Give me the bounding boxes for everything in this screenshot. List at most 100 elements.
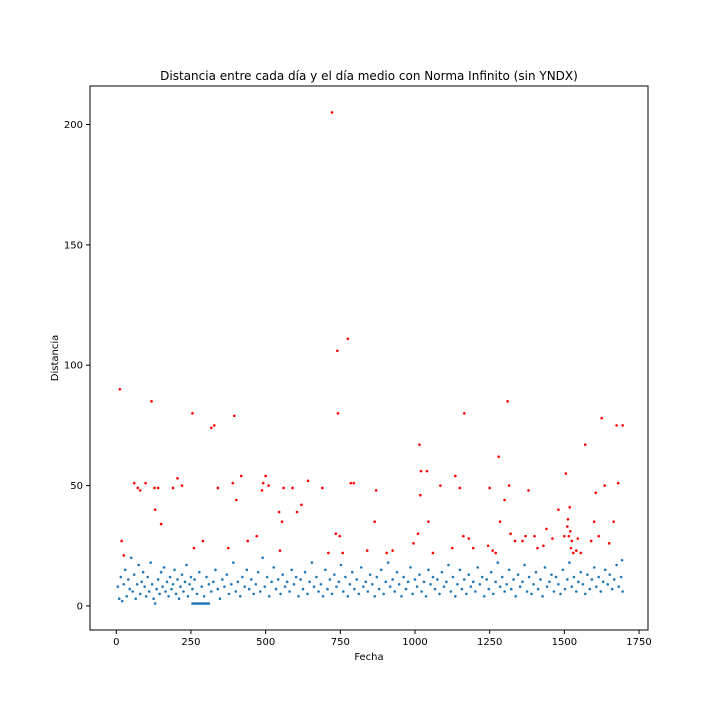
data-point <box>179 585 182 588</box>
data-point <box>303 570 307 574</box>
data-point <box>336 349 339 353</box>
data-point <box>505 582 509 586</box>
data-point <box>348 582 352 586</box>
data-point <box>416 532 420 536</box>
data-point <box>486 544 490 548</box>
data-point <box>182 590 185 593</box>
data-point <box>306 592 309 596</box>
data-point <box>525 590 529 593</box>
data-point <box>438 592 441 596</box>
data-point <box>128 587 132 591</box>
data-point <box>123 568 127 572</box>
data-point <box>272 566 276 569</box>
data-point <box>140 580 143 584</box>
data-point <box>451 575 455 579</box>
data-point <box>297 595 300 598</box>
data-point <box>153 486 156 490</box>
data-point <box>483 595 486 598</box>
data-point <box>137 563 140 567</box>
data-point <box>516 573 520 576</box>
data-point <box>440 570 444 574</box>
data-point <box>550 573 553 576</box>
data-point <box>207 602 211 605</box>
data-point <box>431 575 435 579</box>
data-point <box>168 575 172 579</box>
data-point <box>236 580 240 584</box>
data-point <box>350 570 354 574</box>
data-point <box>337 580 341 584</box>
x-tick-label: 1000 <box>402 637 427 648</box>
data-point <box>419 493 422 497</box>
data-point <box>498 520 502 523</box>
data-point <box>579 551 583 555</box>
data-point <box>207 582 211 586</box>
data-point <box>456 582 459 586</box>
data-point <box>330 111 334 114</box>
data-point <box>406 580 410 584</box>
data-point <box>342 590 345 593</box>
data-point <box>415 585 419 588</box>
data-point <box>278 549 282 552</box>
data-point <box>462 534 465 538</box>
data-point <box>527 575 531 579</box>
data-point <box>267 595 271 598</box>
data-point <box>570 585 574 588</box>
data-point <box>474 590 477 593</box>
chart-title: Distancia entre cada día y el día medio … <box>160 69 578 83</box>
data-point <box>292 582 296 586</box>
plot-area <box>116 111 624 605</box>
data-point <box>327 551 330 555</box>
data-point <box>487 587 491 591</box>
data-point <box>333 573 336 576</box>
data-point <box>498 585 502 588</box>
data-point <box>603 484 606 487</box>
data-point <box>449 590 453 593</box>
data-point <box>122 554 126 557</box>
data-point <box>117 597 121 601</box>
data-point <box>494 551 497 555</box>
data-point <box>597 534 601 538</box>
data-point <box>607 542 611 545</box>
data-point <box>267 484 270 487</box>
data-point <box>159 570 163 574</box>
data-point <box>429 582 432 586</box>
data-point <box>393 590 396 593</box>
data-point <box>186 595 190 598</box>
data-point <box>258 590 262 593</box>
data-point <box>221 578 224 581</box>
data-point <box>612 578 616 581</box>
data-point <box>559 592 562 596</box>
data-point <box>241 575 244 579</box>
data-point <box>150 400 153 403</box>
data-point <box>126 578 130 581</box>
data-point <box>619 575 623 579</box>
data-point <box>454 595 457 598</box>
data-point <box>238 595 242 598</box>
data-point <box>254 582 258 586</box>
x-tick-label: 1750 <box>626 637 651 648</box>
data-point <box>338 534 342 538</box>
data-point <box>552 590 556 593</box>
data-point <box>201 539 205 543</box>
data-point <box>388 585 392 588</box>
data-point <box>330 592 334 596</box>
data-point <box>180 573 184 576</box>
data-point <box>454 474 457 478</box>
data-point <box>281 573 284 576</box>
data-point <box>379 568 383 572</box>
data-point <box>164 590 167 593</box>
data-point <box>621 590 624 593</box>
data-point <box>427 568 430 572</box>
data-point <box>171 486 175 490</box>
data-point <box>193 578 196 581</box>
data-point <box>382 592 385 596</box>
data-point <box>227 546 230 550</box>
data-point <box>532 582 535 586</box>
data-point <box>445 580 448 584</box>
data-point <box>533 534 536 538</box>
data-point <box>144 595 148 598</box>
data-point <box>431 551 435 555</box>
data-point <box>200 585 204 588</box>
data-point <box>561 568 565 572</box>
